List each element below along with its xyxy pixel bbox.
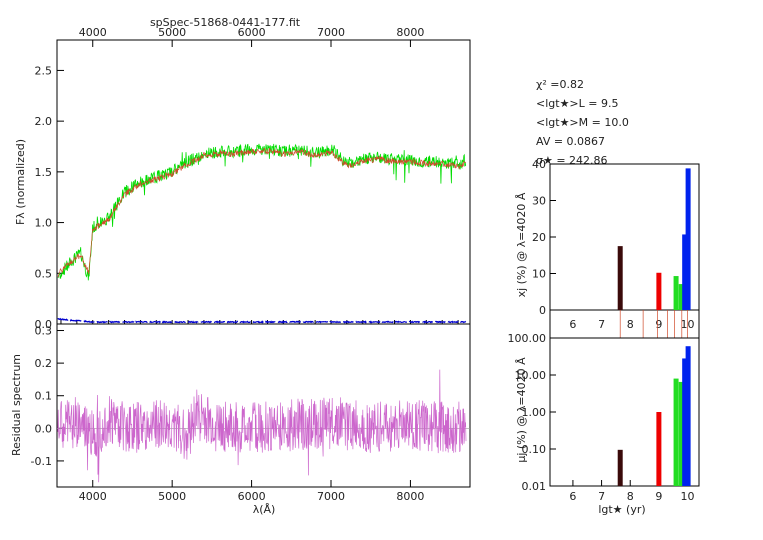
bottom-tick-label: 4000 [79,490,107,503]
xj-x-tick-label: 6 [569,318,576,331]
error-spectrum-line [57,317,467,324]
residual-line [57,369,467,483]
top-tick-label: 8000 [396,26,424,39]
residual-lines [57,369,470,483]
stat-sigma: σ★ = 242.86 [536,154,608,167]
chart-title: spSpec-51868-0441-177.fit [150,16,301,29]
y-tick-label: 1.5 [35,166,53,179]
residual-ticks: -0.1 0.0 0.1 0.2 0.3 4000 5000 6000 7000 8000 [31,325,425,503]
res-y-tick-label: 0.3 [35,325,53,338]
residual-ylabel: Residual spectrum [10,354,23,456]
xj-y-tick-label: 40 [532,158,546,171]
top-tick-label: 5000 [158,26,186,39]
res-y-tick-label: 0.2 [35,357,53,370]
res-y-tick-label: 0.1 [35,390,53,403]
spectrum-ticks: 4000 5000 6000 7000 8000 0.0 0.5 1.0 1.5 2.0 2.5 [35,26,459,331]
observed-spectrum-line [57,143,467,281]
y-tick-label: 1.0 [35,217,53,230]
mu-bar [673,378,679,486]
spectrum-plot-frame [56,39,471,325]
mu-y-tick-label: 100.00 [508,332,547,345]
bottom-tick-label: 6000 [238,490,266,503]
bottom-tick-label: 8000 [396,490,424,503]
mu-x-tick-label: 7 [598,490,605,503]
stat-lgt-m: <lgt★>M = 10.0 [536,116,629,129]
mu-y-tick-label: 0.01 [522,480,547,493]
mu-bar [617,449,623,486]
y-tick-label: 0.5 [35,267,53,280]
xj-bar [617,246,623,310]
res-y-tick-label: 0.0 [35,422,53,435]
mu-x-tick-label: 6 [569,490,576,503]
xj-y-tick-label: 0 [539,304,546,317]
mu-ticks: 0.01 0.10 1.00 10.00 100.00 6 7 8 9 10 [508,332,695,503]
spectrum-lines [57,143,467,324]
top-tick-label: 7000 [317,26,345,39]
stat-lgt-l: <lgt★>L = 9.5 [536,97,618,110]
mu-y-tick-label: 0.10 [522,443,547,456]
mu-bar [656,412,662,486]
mu-x-tick-label: 9 [655,490,662,503]
y-tick-label: 2.5 [35,64,53,77]
xj-ylabel: xj (%) @ λ=4020 Å [515,192,528,297]
xj-bar [656,272,662,310]
stat-av: AV = 0.0867 [536,135,605,148]
top-tick-label: 4000 [79,26,107,39]
mu-bars [617,346,691,486]
xj-x-tick-label: 8 [627,318,634,331]
mu-bar [678,381,684,486]
mu-xlabel: lgt★ (yr) [598,503,645,516]
model-spectrum-line [57,147,466,278]
xj-x-tick-label: 9 [655,318,662,331]
bottom-tick-label: 7000 [317,490,345,503]
top-tick-label: 6000 [238,26,266,39]
spectrum-ylabel: Fλ (normalized) [14,139,27,225]
y-tick-label: 2.0 [35,115,53,128]
mu-ylabel: μj (%) @ λ=4020 Å [515,357,528,463]
res-y-tick-label: -0.1 [31,455,52,468]
xj-bar [682,234,688,310]
mu-y-tick-label: 1.00 [522,406,547,419]
mu-x-tick-label: 8 [627,490,634,503]
mu-bar [682,358,688,486]
bottom-tick-label: 5000 [158,490,186,503]
mu-bar [685,346,691,486]
stat-chi2: χ² =0.82 [536,78,584,91]
residual-plot-frame [56,323,471,488]
xj-bar [673,276,679,310]
wavelength-xlabel: λ(Å) [253,503,276,516]
xj-bar [685,168,691,310]
xj-bars [617,168,691,310]
mu-x-tick-label: 10 [681,490,695,503]
xj-y-tick-label: 20 [532,231,546,244]
y-tick-label: 0.0 [35,318,53,331]
mu-y-tick-label: 10.00 [515,369,547,382]
xj-x-tick-label: 7 [598,318,605,331]
xj-y-tick-label: 30 [532,195,546,208]
xj-y-tick-label: 10 [532,268,546,281]
xj-bar [678,284,684,310]
